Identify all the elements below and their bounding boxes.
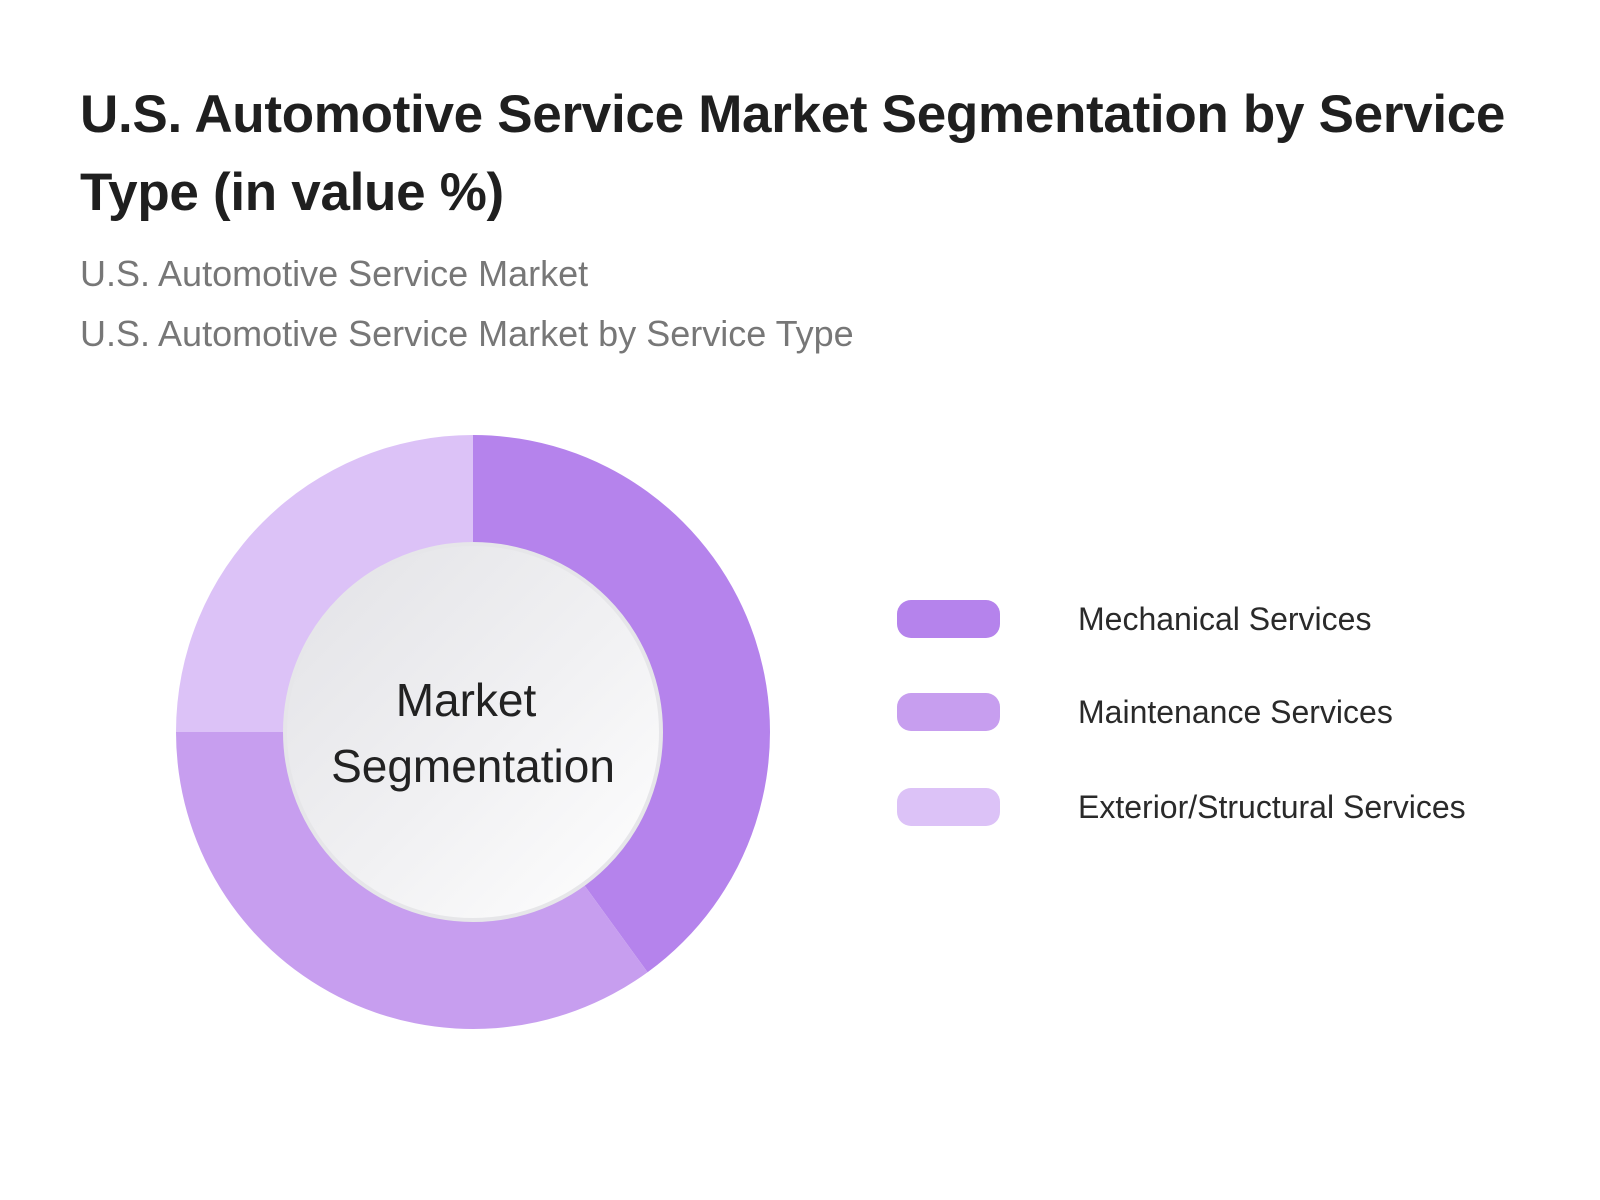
legend-item-exterior-structural-services: Exterior/Structural Services xyxy=(897,788,1557,828)
donut-slices xyxy=(175,435,770,1030)
slice-mechanical-services xyxy=(473,435,770,973)
center-hole xyxy=(283,542,663,922)
legend-item-maintenance-services: Maintenance Services xyxy=(897,693,1557,733)
legend-swatch xyxy=(897,600,1000,638)
slice-maintenance-services xyxy=(175,732,648,1030)
chart-subtitle-market: U.S. Automotive Service Market xyxy=(80,253,589,294)
chart-title: U.S. Automotive Service Market Segmentat… xyxy=(80,85,1506,222)
legend-label: Maintenance Services xyxy=(1078,694,1393,730)
legend-item-mechanical-services: Mechanical Services xyxy=(897,600,1557,640)
center-label-line-1: Market xyxy=(396,674,537,726)
center-label-line-2: Segmentation xyxy=(331,740,615,792)
legend-swatch xyxy=(897,693,1000,731)
legend-label: Exterior/Structural Services xyxy=(1078,789,1466,825)
slice-exterior-structural-services xyxy=(176,435,473,732)
legend-label: Mechanical Services xyxy=(1078,601,1372,637)
chart-subtitle-service-type: U.S. Automotive Service Market by Servic… xyxy=(80,313,854,354)
legend-swatch xyxy=(897,788,1000,826)
